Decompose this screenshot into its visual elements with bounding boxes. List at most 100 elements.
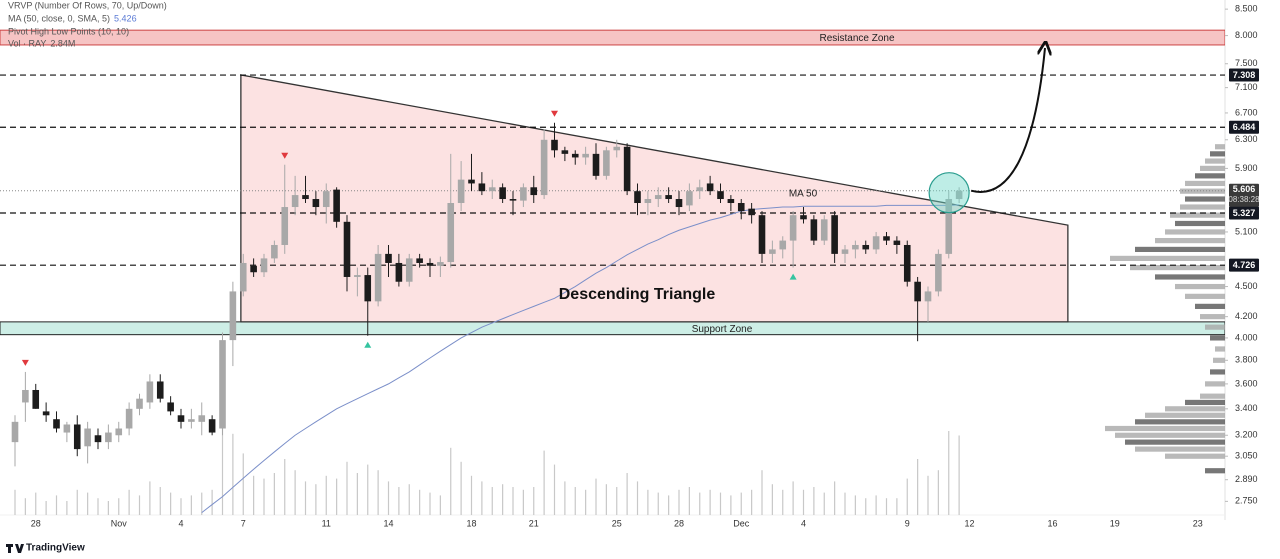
candle-body	[457, 179, 465, 204]
volume-bar	[284, 459, 286, 515]
candle-body	[831, 215, 838, 254]
countdown-label: 08:38:28	[1228, 195, 1260, 204]
candle-body	[11, 421, 19, 443]
volume-bar	[377, 470, 379, 515]
candle-body	[105, 432, 112, 443]
volume-bar	[491, 487, 493, 515]
volume-profile-row	[1135, 246, 1225, 253]
zone-label: Resistance Zone	[819, 33, 894, 44]
volume-bar	[522, 489, 524, 515]
candle-body	[198, 415, 206, 422]
x-tick-label: 4	[801, 518, 806, 528]
volume-bar	[24, 498, 26, 515]
volume-profile-row	[1135, 419, 1225, 425]
pivot-high-marker	[21, 359, 29, 366]
volume-bar	[958, 435, 960, 515]
candle-body	[706, 183, 714, 192]
candle-body	[136, 398, 143, 409]
candle-body	[343, 221, 351, 277]
candle-body	[509, 199, 517, 201]
y-tick-label: 2.750	[1235, 496, 1258, 506]
volume-bar	[470, 475, 473, 515]
candle-body	[437, 262, 444, 266]
x-tick-label: 21	[529, 518, 539, 528]
candle-body	[551, 139, 558, 151]
candle-body	[779, 240, 787, 250]
level-label-box	[1229, 68, 1259, 82]
volume-profile-row	[1110, 255, 1225, 262]
x-tick-label: 14	[383, 518, 393, 528]
x-tick-label: 28	[31, 518, 41, 528]
plot-area: MA 50 Descending Triangle Resistance Zone S…	[0, 29, 1225, 515]
candle-body	[748, 208, 755, 216]
volume-profile-row	[1200, 314, 1225, 320]
legend-vrvp: VRVP (Number Of Rows, 70, Up/Down)	[8, 0, 167, 10]
volume-bar	[585, 489, 587, 515]
volume-bar	[751, 489, 753, 515]
candle-body	[271, 244, 278, 259]
candle-body	[229, 291, 237, 341]
volume-bar	[657, 492, 659, 515]
candle-body	[94, 435, 102, 443]
volume-bar	[885, 498, 888, 515]
volume-bar	[595, 478, 597, 515]
volume-bar	[948, 431, 950, 515]
candle-body	[582, 153, 589, 158]
breakout-arrow	[970, 48, 1045, 193]
y-tick-label: 3.600	[1235, 378, 1258, 388]
candle-body	[426, 262, 434, 266]
candle-body	[758, 215, 766, 254]
volume-bar	[128, 489, 130, 515]
candle-body	[592, 153, 600, 176]
volume-bar	[896, 498, 898, 515]
y-tick-label: 3.050	[1235, 451, 1258, 461]
zone	[0, 321, 1225, 336]
candle-body	[364, 275, 372, 302]
y-tick-label: 5.900	[1235, 163, 1258, 173]
candle-body	[499, 187, 506, 200]
volume-bar	[367, 464, 369, 515]
candle-body	[862, 244, 870, 250]
volume-bar	[792, 481, 794, 515]
volume-bar	[771, 484, 773, 515]
candle-body	[852, 244, 859, 250]
level-label: 6.484	[1233, 122, 1256, 132]
x-tick-label: 16	[1047, 518, 1057, 528]
candle-body	[177, 415, 185, 422]
volume-profile-row	[1165, 229, 1225, 235]
level-label: 4.726	[1233, 260, 1256, 270]
candle-body	[903, 244, 911, 282]
candle-body	[488, 187, 496, 192]
volume-bar	[149, 481, 151, 515]
volume-bar	[533, 487, 535, 515]
candle-body	[686, 191, 693, 206]
y-tick-label: 3.200	[1235, 430, 1258, 440]
volume-bar	[97, 498, 99, 515]
footer-text: TradingView	[26, 543, 85, 554]
volume-bar	[927, 475, 929, 515]
volume-profile-row	[1115, 432, 1225, 438]
volume-profile-row	[1165, 453, 1225, 459]
candle-body	[333, 189, 340, 222]
candle-body	[603, 150, 610, 176]
candle-body	[53, 419, 60, 429]
volume-bar	[636, 481, 639, 515]
volume-bar	[460, 461, 462, 515]
volume-bar	[740, 492, 742, 515]
candle-body	[883, 236, 890, 241]
candle-body	[291, 195, 299, 208]
candle-body	[354, 275, 361, 277]
candle-body	[478, 183, 486, 192]
x-tick-label: 18	[466, 518, 476, 528]
volume-bar	[55, 495, 58, 515]
volume-profile-row	[1155, 274, 1225, 280]
candle-body	[312, 199, 320, 208]
volume-bar	[118, 498, 120, 515]
volume-profile-row	[1125, 439, 1225, 445]
candle-body	[561, 150, 569, 154]
candle-body	[22, 389, 29, 403]
legend: VRVP (Number Of Rows, 70, Up/Down) MA (5…	[8, 0, 167, 48]
volume-bar	[66, 501, 68, 515]
volume-profile-row	[1200, 393, 1225, 399]
